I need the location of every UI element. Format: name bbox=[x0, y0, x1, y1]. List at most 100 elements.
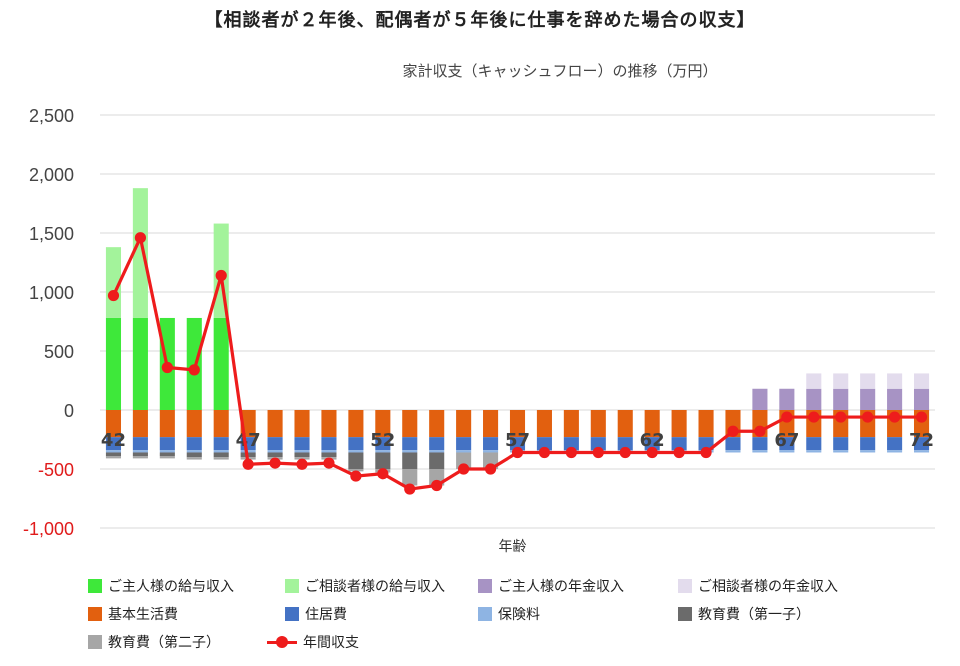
bar-segment bbox=[294, 457, 310, 460]
legend-swatch bbox=[478, 607, 492, 621]
legend-item: 基本生活費 bbox=[88, 604, 178, 624]
bar-segment bbox=[132, 437, 148, 451]
bar-segment bbox=[375, 410, 391, 438]
bar-segment bbox=[159, 456, 175, 459]
bar-segment bbox=[105, 456, 122, 459]
bar-segment bbox=[375, 452, 391, 469]
y-tick-label: 1,500 bbox=[29, 224, 74, 244]
data-point bbox=[754, 425, 766, 437]
bar-segment bbox=[456, 437, 472, 451]
bar-segment bbox=[698, 410, 714, 438]
bar-segment bbox=[698, 437, 714, 451]
bar-segment bbox=[887, 450, 903, 453]
data-point bbox=[323, 457, 335, 469]
bar-segment bbox=[159, 452, 175, 457]
legend-swatch bbox=[678, 607, 692, 621]
bar-segment bbox=[294, 437, 310, 451]
bar-segment bbox=[321, 452, 337, 458]
bar-segment bbox=[913, 373, 930, 389]
x-tick-label: 42 bbox=[101, 430, 126, 451]
bar-segment bbox=[913, 450, 930, 453]
bar-segment bbox=[213, 450, 229, 453]
bar-segment bbox=[321, 450, 337, 453]
data-point bbox=[673, 446, 685, 459]
data-point bbox=[431, 479, 443, 492]
bar-segment bbox=[159, 450, 175, 453]
data-point bbox=[646, 446, 658, 459]
legend-label: ご相談者様の給与収入 bbox=[305, 579, 445, 595]
bar-segment bbox=[105, 437, 122, 451]
bar-segment bbox=[105, 452, 122, 457]
bar-segment bbox=[509, 437, 526, 451]
bar-segment bbox=[402, 437, 418, 451]
bar-segment bbox=[186, 450, 202, 453]
bar-segment bbox=[590, 410, 606, 438]
bar-segment bbox=[213, 410, 229, 438]
chart-title: 【相談者が２年後、配偶者が５年後に仕事を辞めた場合の収支】 bbox=[204, 10, 756, 31]
x-axis-title: 年齢 bbox=[499, 539, 527, 555]
legend-item: 住居費 bbox=[285, 604, 347, 624]
bar-segment bbox=[105, 247, 122, 318]
bar-segment bbox=[833, 450, 849, 453]
bar-segment bbox=[213, 452, 229, 458]
bar-segment bbox=[294, 410, 310, 438]
legend-swatch bbox=[88, 579, 102, 593]
bar-segment bbox=[913, 388, 930, 410]
bar-segment bbox=[456, 410, 472, 438]
data-point bbox=[592, 446, 604, 459]
bar-segment bbox=[806, 437, 822, 451]
bar-segment bbox=[186, 457, 202, 460]
bar-segment bbox=[105, 450, 122, 453]
bar-segment bbox=[887, 437, 903, 451]
bar-segment bbox=[105, 410, 122, 438]
bar-segment bbox=[833, 388, 849, 410]
bar-segment bbox=[267, 437, 283, 451]
bar-segment bbox=[483, 450, 499, 453]
bar-segment bbox=[132, 456, 148, 459]
data-point bbox=[350, 470, 362, 482]
x-tick-label: 72 bbox=[909, 430, 934, 451]
chart-subtitle: 家計収支（キャッシュフロー）の推移（万円） bbox=[402, 62, 718, 80]
data-point bbox=[781, 411, 793, 423]
bar-segment bbox=[590, 437, 606, 451]
y-tick-label: -1,000 bbox=[23, 519, 74, 539]
bar-segment bbox=[132, 452, 148, 457]
data-point bbox=[161, 361, 173, 374]
bar-segment bbox=[833, 437, 849, 451]
bar-segment bbox=[429, 450, 445, 453]
y-tick-label: 2,000 bbox=[29, 165, 74, 185]
y-tick-label: 500 bbox=[44, 342, 74, 362]
bar-segment bbox=[644, 437, 660, 451]
bar-segment bbox=[860, 373, 876, 389]
bar-segment bbox=[806, 450, 822, 453]
bar-segment bbox=[132, 410, 148, 438]
bar-segment bbox=[536, 410, 552, 438]
data-point bbox=[808, 411, 820, 423]
bar-segment bbox=[456, 450, 472, 453]
legend-swatch bbox=[88, 607, 102, 621]
legend-item: 教育費（第二子） bbox=[88, 632, 220, 652]
data-point bbox=[377, 468, 389, 480]
legend-label: ご主人様の給与収入 bbox=[108, 579, 234, 595]
data-point bbox=[915, 411, 928, 423]
y-tick-label: 0 bbox=[64, 401, 74, 421]
bar-segment bbox=[402, 450, 418, 453]
bar-segment bbox=[429, 452, 445, 469]
legend-swatch bbox=[285, 579, 299, 593]
bar-segment bbox=[402, 469, 418, 486]
bar-segment bbox=[483, 437, 499, 451]
data-point bbox=[862, 411, 874, 423]
data-point bbox=[565, 446, 577, 459]
data-point bbox=[296, 458, 308, 470]
legend-label: 住居費 bbox=[305, 607, 347, 623]
data-point bbox=[700, 446, 712, 459]
bar-segment bbox=[509, 410, 526, 438]
bar-segment bbox=[294, 452, 310, 458]
bar-segment bbox=[671, 410, 687, 438]
data-point bbox=[134, 232, 147, 244]
bar-segment bbox=[321, 410, 337, 438]
legend-item: 保険料 bbox=[478, 604, 540, 624]
data-point bbox=[107, 289, 120, 302]
bar-segment bbox=[132, 188, 148, 318]
bar-segment bbox=[186, 452, 202, 458]
